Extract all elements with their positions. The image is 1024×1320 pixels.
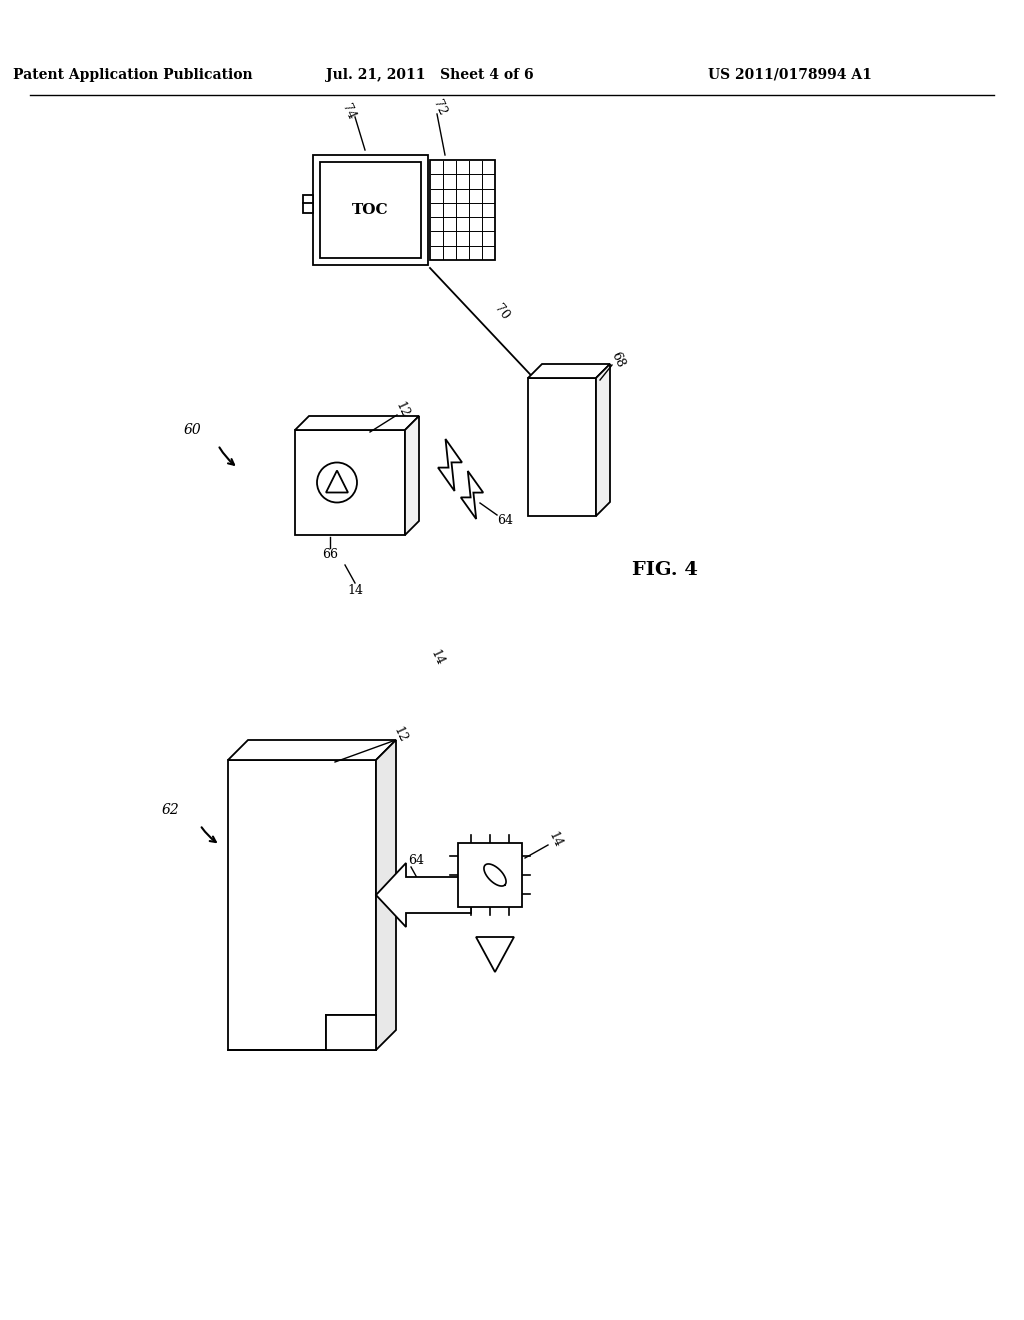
- Text: 12: 12: [391, 725, 410, 744]
- Bar: [528, 378, 596, 516]
- Text: 64: 64: [408, 854, 424, 866]
- Polygon shape: [376, 863, 471, 927]
- Text: 72: 72: [431, 98, 450, 117]
- Polygon shape: [406, 416, 419, 535]
- Text: 74: 74: [340, 102, 358, 121]
- Bar: [228, 760, 376, 1049]
- Text: TOC: TOC: [352, 203, 389, 216]
- Text: 60: 60: [183, 422, 201, 437]
- Text: 66: 66: [322, 549, 338, 561]
- Polygon shape: [596, 364, 610, 516]
- Bar: [319, 162, 421, 257]
- Text: 12: 12: [393, 400, 412, 420]
- Text: 64: 64: [497, 513, 513, 527]
- Text: 14: 14: [428, 648, 446, 668]
- Text: 14: 14: [347, 583, 362, 597]
- Text: 68: 68: [608, 350, 628, 370]
- Text: Patent Application Publication: Patent Application Publication: [13, 69, 253, 82]
- Bar: [295, 430, 406, 535]
- Polygon shape: [376, 741, 396, 1049]
- Text: 62: 62: [161, 803, 179, 817]
- Bar: [430, 160, 495, 260]
- Text: 14: 14: [546, 830, 564, 850]
- Polygon shape: [295, 416, 419, 430]
- Text: FIG. 4: FIG. 4: [632, 561, 698, 579]
- Text: US 2011/0178994 A1: US 2011/0178994 A1: [708, 69, 872, 82]
- Text: Jul. 21, 2011   Sheet 4 of 6: Jul. 21, 2011 Sheet 4 of 6: [327, 69, 534, 82]
- Text: 70: 70: [492, 302, 512, 322]
- Polygon shape: [228, 741, 396, 760]
- Polygon shape: [528, 364, 610, 378]
- Bar: [458, 843, 522, 907]
- Bar: [326, 1015, 376, 1049]
- Bar: [303, 195, 313, 213]
- Bar: [313, 154, 428, 265]
